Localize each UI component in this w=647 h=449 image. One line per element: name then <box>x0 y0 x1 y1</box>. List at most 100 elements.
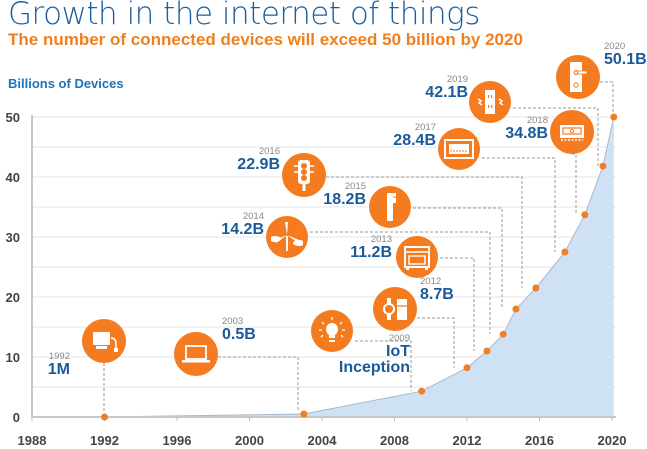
data-label: 2019 42.1B <box>425 75 468 101</box>
data-label-value: 11.2B <box>350 243 392 261</box>
leader-line <box>600 81 614 118</box>
y-tick-label: 40 <box>6 170 20 185</box>
data-label-year: 2018 <box>526 115 548 126</box>
data-point <box>300 410 308 418</box>
toothbrush-icon <box>387 193 396 221</box>
leader-line <box>417 317 455 368</box>
chart-subtitle: The number of connected devices will exc… <box>8 30 523 49</box>
thermostat-bubble <box>438 128 480 170</box>
data-label-year: 1992 <box>48 351 70 362</box>
area-fill <box>104 117 614 417</box>
y-tick-label: 50 <box>6 110 20 125</box>
wind-turbine-bubble <box>266 216 308 258</box>
data-point <box>101 413 108 421</box>
power-outlet-icon <box>477 90 504 114</box>
x-tick-label: 2012 <box>453 433 482 448</box>
data-label-value: 50.1B <box>604 50 647 68</box>
data-label-year: 2016 <box>258 146 280 157</box>
y-tick-label: 10 <box>6 350 20 365</box>
data-point <box>483 347 491 355</box>
leader-line <box>513 107 599 166</box>
door-lock-icon <box>570 62 588 92</box>
data-label-year: 2003 <box>222 316 244 327</box>
leader-line <box>326 176 523 288</box>
x-tick-label: 1992 <box>90 433 119 448</box>
watch-fridge-icon <box>383 298 407 320</box>
data-label-value: 34.8B <box>505 124 548 142</box>
data-label-value: 42.1B <box>425 83 468 101</box>
leader-line <box>413 207 503 309</box>
data-point <box>610 113 618 121</box>
data-label-year: 2014 <box>242 211 264 222</box>
data-label: 2017 28.4B <box>393 123 436 149</box>
data-point <box>418 387 426 395</box>
data-label: 2015 18.2B <box>323 182 366 208</box>
watch-fridge-bubble <box>373 287 417 331</box>
data-label: 2014 14.2B <box>221 212 264 238</box>
data-label: 2020 50.1B <box>604 42 647 68</box>
traffic-light-bubble <box>282 153 326 197</box>
smart-meter-bubble <box>550 110 594 154</box>
data-label: 2003 0.5B <box>222 317 256 343</box>
data-label: 2012 8.7B <box>420 277 454 303</box>
data-point <box>512 305 520 313</box>
data-label: 2013 11.2B <box>350 235 392 261</box>
data-label-year: 2017 <box>414 122 436 133</box>
data-label-year: 2015 <box>344 181 366 192</box>
lightbulb-bubble <box>311 310 353 352</box>
leader-line <box>440 257 475 351</box>
leader-line <box>355 340 412 391</box>
desktop-computer-bubble <box>82 319 126 363</box>
data-label-value: 22.9B <box>237 155 280 173</box>
wind-turbine-icon <box>271 222 303 251</box>
y-tick-label: 0 <box>13 410 20 425</box>
data-point <box>532 284 540 292</box>
door-lock-bubble <box>556 55 600 99</box>
data-point <box>561 248 569 256</box>
smart-meter-icon <box>560 125 584 141</box>
data-point <box>581 211 589 219</box>
data-label: 2016 22.9B <box>237 147 280 173</box>
data-label-value: 8.7B <box>420 285 454 303</box>
data-label-value: 14.2B <box>221 220 264 238</box>
data-point <box>499 330 507 338</box>
desktop-computer-icon <box>93 332 118 352</box>
data-label-value: 18.2B <box>323 190 366 208</box>
oven-bubble <box>396 236 438 278</box>
data-point <box>463 364 471 372</box>
data-label: 2018 34.8B <box>505 116 548 142</box>
laptop-icon <box>182 345 210 363</box>
data-label-value: IoT Inception <box>338 342 410 377</box>
leader-line <box>310 231 491 334</box>
data-label: 1992 1M <box>48 352 70 378</box>
x-tick-label: 1996 <box>163 433 192 448</box>
data-label-year: 2012 <box>420 276 442 287</box>
x-tick-label: 2004 <box>308 433 338 448</box>
data-label-value: 28.4B <box>393 131 436 149</box>
toothbrush-bubble <box>369 186 411 228</box>
power-outlet-bubble <box>469 81 511 123</box>
thermostat-icon <box>444 139 474 159</box>
data-label-year: 2019 <box>446 74 468 85</box>
leader-line <box>482 157 556 252</box>
x-tick-label: 2000 <box>235 433 264 448</box>
y-axis-label: Billions of Devices <box>8 76 124 91</box>
x-tick-label: 2016 <box>525 433 554 448</box>
data-label-year: 2009 <box>388 333 410 344</box>
x-tick-label: 1988 <box>18 433 47 448</box>
y-tick-label: 30 <box>6 230 20 245</box>
x-tick-label: 2008 <box>380 433 409 448</box>
leader-line <box>572 153 577 215</box>
lightbulb-icon <box>319 317 345 342</box>
chart-title: Growth in the internet of things <box>8 0 480 32</box>
data-label-value: 0.5B <box>222 325 256 343</box>
leader-line <box>218 356 299 411</box>
traffic-light-icon <box>294 160 314 191</box>
series-line <box>104 116 615 418</box>
oven-icon <box>404 246 430 270</box>
x-tick-label: 2020 <box>598 433 627 448</box>
data-label-value: 1M <box>47 360 70 378</box>
data-point <box>599 162 607 170</box>
data-label: 2009 IoT Inception <box>330 334 410 377</box>
